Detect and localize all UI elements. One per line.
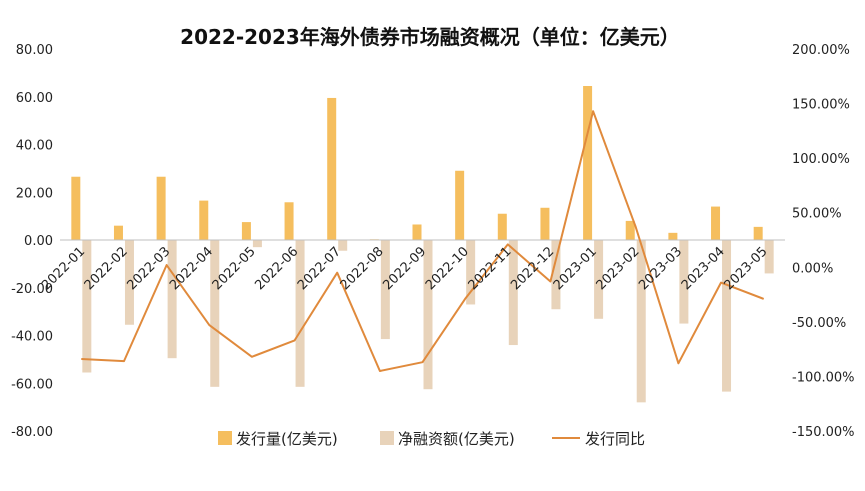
- bar-net-financing: [466, 240, 476, 305]
- bar-issuance: [455, 170, 465, 240]
- bar-issuance: [412, 224, 422, 240]
- left-axis-tick-label: -60.00: [11, 377, 53, 392]
- bar-issuance: [668, 232, 678, 240]
- bar-net-financing: [338, 240, 348, 251]
- bar-net-financing: [722, 240, 732, 392]
- bar-net-financing: [679, 240, 689, 324]
- bar-issuance: [327, 97, 337, 240]
- legend-swatch-net-financing: [380, 431, 394, 445]
- legend: 发行量(亿美元) 净融资额(亿美元) 发行同比: [218, 430, 645, 448]
- bar-net-financing: [380, 240, 390, 340]
- bar-issuance: [241, 222, 251, 240]
- right-axis-tick-label: -100.00%: [792, 370, 855, 385]
- bar-issuance: [711, 206, 721, 240]
- bar-net-financing: [764, 240, 774, 274]
- left-axis-tick-label: -40.00: [11, 330, 53, 345]
- x-axis-category-label: 2022-01: [39, 244, 88, 293]
- bar-issuance: [156, 176, 166, 240]
- bar-net-financing: [594, 240, 604, 319]
- right-axis-tick-label: 100.00%: [792, 152, 850, 167]
- left-axis-tick-label: 60.00: [16, 91, 53, 106]
- bar-net-financing: [82, 240, 92, 373]
- bar-net-financing: [124, 240, 134, 325]
- bar-net-financing: [636, 240, 646, 403]
- bar-issuance: [199, 200, 209, 240]
- right-axis-tick-label: 0.00%: [792, 261, 833, 276]
- left-axis: 80.00 60.00 40.00 20.00 0.00 -20.00 -40.00 -60.…: [11, 43, 53, 440]
- bar-issuance: [540, 207, 550, 240]
- left-axis-tick-label: 80.00: [16, 43, 53, 58]
- bar-issuance: [583, 86, 593, 240]
- bar-issuance: [113, 225, 123, 240]
- right-axis-tick-label: 150.00%: [792, 98, 850, 113]
- bar-issuance: [71, 176, 81, 240]
- bar-net-financing: [508, 240, 518, 346]
- left-axis-tick-label: -20.00: [11, 282, 53, 297]
- left-axis-tick-label: 0.00: [24, 234, 53, 249]
- right-axis-tick-label: 50.00%: [792, 207, 842, 222]
- bar-series-group: [71, 86, 774, 403]
- right-axis: 200.00% 150.00% 100.00% 50.00% 0.00% -50.00% -…: [792, 43, 855, 440]
- left-axis-tick-label: 20.00: [16, 186, 53, 201]
- line-series-group: [81, 110, 765, 372]
- bar-issuance: [284, 202, 294, 240]
- legend-label-issuance: 发行量(亿美元): [236, 430, 338, 448]
- right-axis-tick-label: -150.00%: [792, 425, 855, 440]
- bar-net-financing: [252, 240, 262, 248]
- bar-net-financing: [295, 240, 305, 387]
- x-axis: 2022-012022-022022-032022-042022-052022-…: [39, 244, 770, 293]
- chart-title: 2022-2023年海外债券市场融资概况（单位：亿美元）: [180, 25, 680, 49]
- bar-issuance: [753, 226, 763, 240]
- bar-net-financing: [551, 240, 561, 310]
- bar-issuance: [497, 213, 507, 240]
- bar-net-financing: [423, 240, 433, 390]
- right-axis-tick-label: -50.00%: [792, 316, 846, 331]
- legend-swatch-issuance: [218, 431, 232, 445]
- left-axis-tick-label: 40.00: [16, 139, 53, 154]
- left-axis-tick-label: -80.00: [11, 425, 53, 440]
- legend-label-net-financing: 净融资额(亿美元): [398, 430, 515, 448]
- bar-net-financing: [167, 240, 177, 359]
- x-axis-category-label: 2022-08: [338, 244, 387, 293]
- line-yoy: [81, 110, 765, 372]
- legend-label-yoy: 发行同比: [585, 430, 645, 448]
- bar-net-financing: [210, 240, 220, 387]
- x-axis-category-label: 2022-06: [252, 244, 301, 293]
- bar-issuance: [625, 220, 635, 240]
- right-axis-tick-label: 200.00%: [792, 43, 850, 58]
